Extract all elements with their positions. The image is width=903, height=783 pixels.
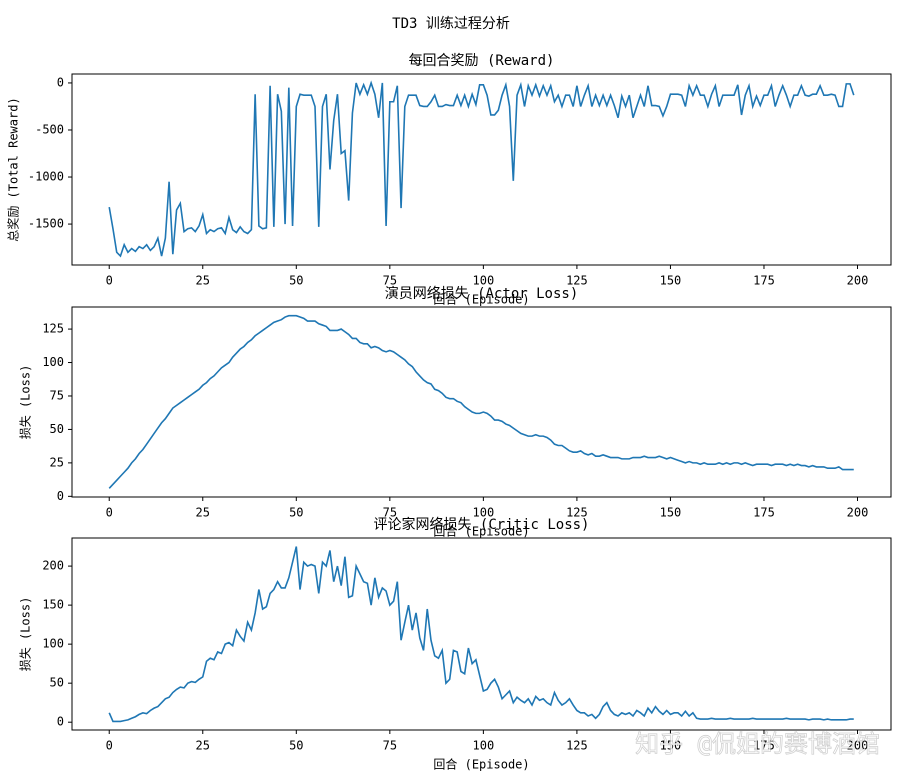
x-tick-label: 125: [566, 274, 588, 288]
y-tick-label: 125: [42, 322, 64, 336]
x-tick-label: 175: [753, 506, 775, 520]
y-tick-label: 200: [42, 559, 64, 573]
y-tick-label: 100: [42, 355, 64, 369]
x-tick-label: 150: [660, 739, 682, 753]
y-axis-label: 损失 (Loss): [18, 597, 33, 672]
x-tick-label: 150: [660, 274, 682, 288]
watermark: 知乎 @侃姐的赛博酒馆: [635, 730, 880, 758]
y-axis-label: 损失 (Loss): [18, 365, 33, 440]
x-tick-label: 100: [473, 739, 495, 753]
y-tick-label: 25: [50, 455, 64, 469]
x-tick-label: 0: [106, 506, 113, 520]
figure-title: TD3 训练过程分析: [392, 16, 510, 32]
x-tick-label: 75: [383, 739, 397, 753]
y-tick-label: 150: [42, 598, 64, 612]
x-tick-label: 25: [196, 739, 210, 753]
x-tick-label: 200: [847, 739, 869, 753]
axes-frame: [71, 537, 892, 731]
y-tick-label: 0: [57, 715, 64, 729]
data-line: [108, 314, 854, 489]
x-tick-label: 125: [566, 739, 588, 753]
x-axis-label: 回合 (Episode): [433, 524, 529, 539]
subplot-title: 每回合奖励 (Reward): [409, 52, 555, 69]
x-tick-label: 75: [383, 274, 397, 288]
y-tick-label: -500: [35, 122, 64, 136]
axes-frame: [71, 73, 892, 266]
x-tick-label: 0: [106, 274, 113, 288]
x-tick-label: 50: [289, 274, 303, 288]
x-tick-label: 75: [383, 506, 397, 520]
x-tick-label: 50: [289, 506, 303, 520]
y-tick-label: -1500: [28, 217, 64, 231]
y-tick-label: 0: [57, 75, 64, 89]
x-tick-label: 50: [289, 739, 303, 753]
axes-frame: [71, 306, 892, 498]
x-tick-label: 25: [196, 274, 210, 288]
subplot-title: 演员网络损失 (Actor Loss): [385, 286, 579, 302]
y-tick-label: 50: [50, 422, 64, 436]
x-tick-label: 175: [753, 739, 775, 753]
x-tick-label: 125: [566, 506, 588, 520]
x-tick-label: 100: [473, 506, 495, 520]
data-line: [108, 80, 855, 258]
subplot-title: 评论家网络损失 (Critic Loss): [373, 516, 589, 533]
x-axis-label: 回合 (Episode): [433, 757, 529, 772]
data-line: [108, 546, 854, 723]
x-axis-label: 回合 (Episode): [433, 292, 529, 307]
y-tick-label: 0: [57, 489, 64, 503]
y-tick-label: -1000: [28, 170, 64, 184]
x-tick-label: 175: [753, 274, 775, 288]
y-tick-label: 75: [50, 388, 64, 402]
x-tick-label: 25: [196, 506, 210, 520]
y-axis-label: 总奖励 (Total Reward): [7, 97, 21, 241]
y-tick-label: 50: [50, 676, 64, 690]
x-tick-label: 200: [847, 274, 869, 288]
x-tick-label: 0: [106, 739, 113, 753]
x-tick-label: 100: [473, 274, 495, 288]
x-tick-label: 150: [660, 506, 682, 520]
x-tick-label: 200: [847, 506, 869, 520]
y-tick-label: 100: [42, 637, 64, 651]
